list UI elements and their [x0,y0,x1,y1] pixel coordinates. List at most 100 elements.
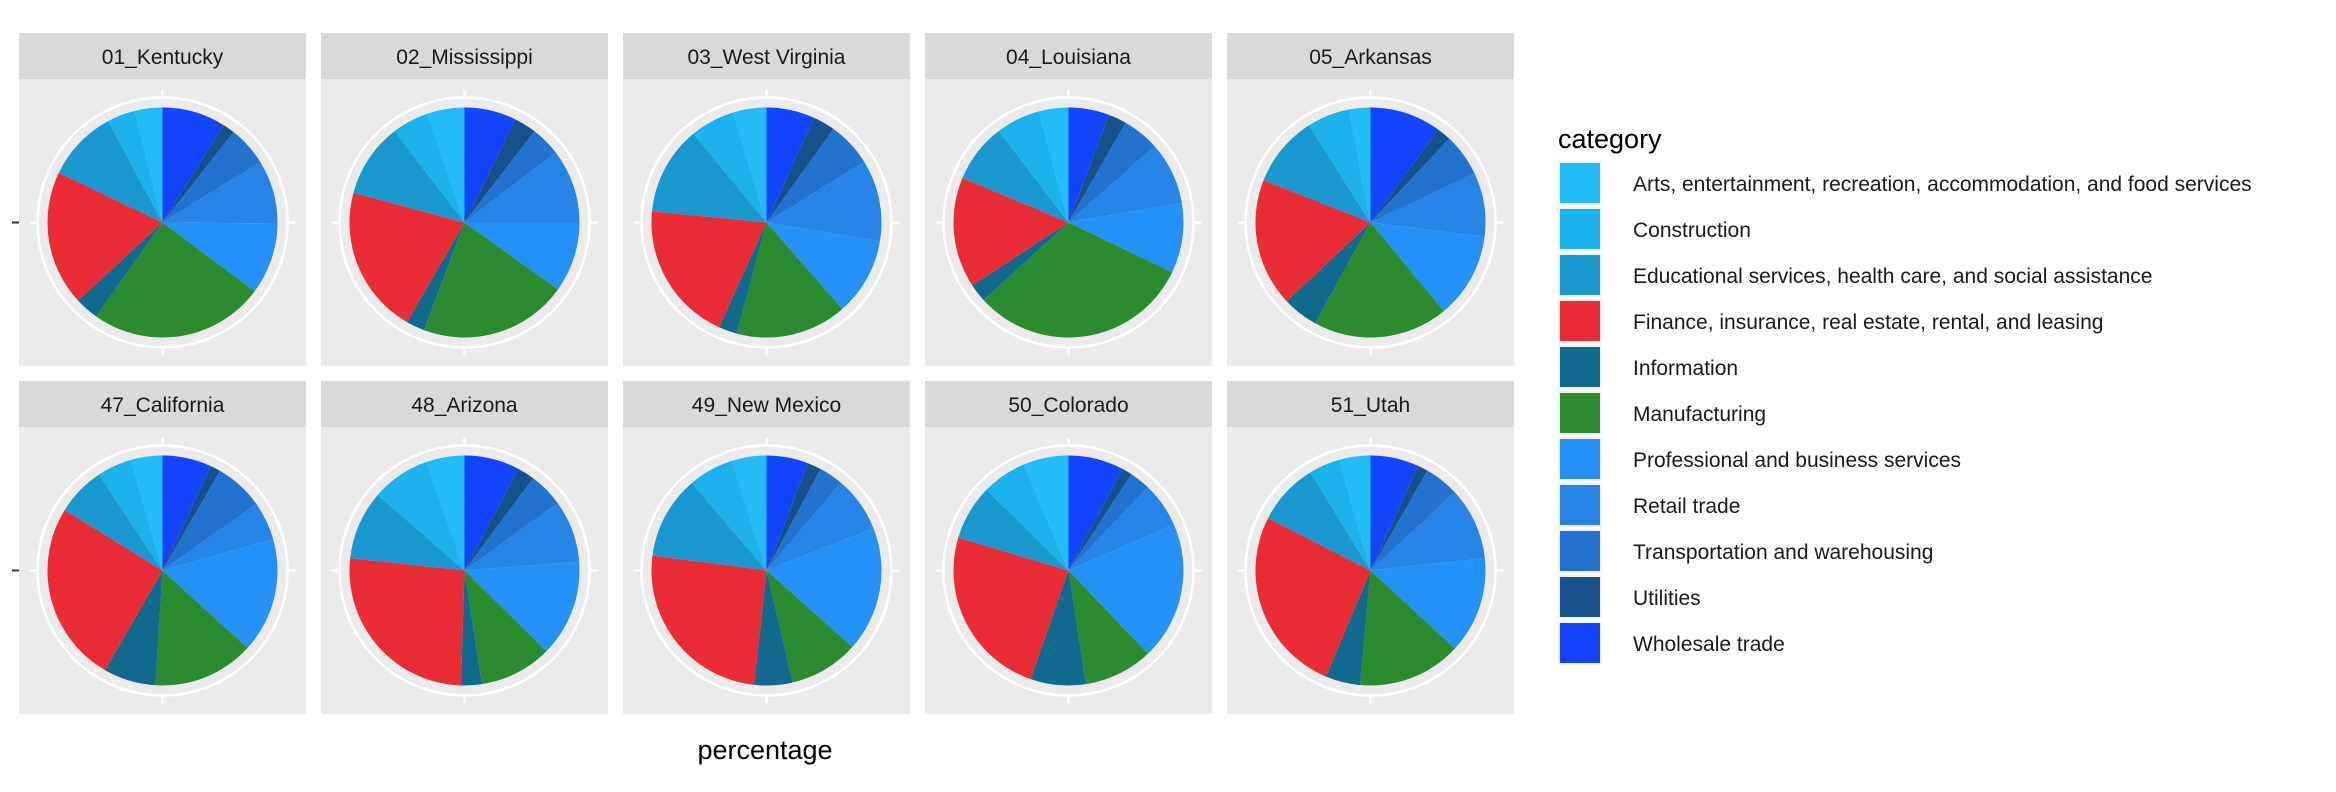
pie-slice-utilities [464,468,534,571]
pie-slice-wholesale-trade [464,455,519,571]
facet-strip-label: 48_Arizona [411,394,518,417]
pie-slice-professional-and-business-services [1068,524,1184,654]
pie-slice-retail-trade [1370,492,1485,571]
pie-slice-educational-services-health-care-and-social-assistance [350,494,465,571]
pie-slice-information [1326,570,1371,686]
facet-panel-01-kentucky: 01_Kentucky [19,33,306,366]
pie-slice-construction [986,464,1069,571]
pie-slice-retail-trade [1068,487,1174,571]
pie-slice-professional-and-business-services [464,561,580,652]
legend-label: Retail trade [1633,495,1740,518]
pie-slice-construction [691,460,767,571]
legend-key-swatch [1560,393,1600,433]
pie-slice-finance-insurance-real-estate-rental-and-leasing [1255,518,1371,677]
pie-slice-professional-and-business-services [464,222,580,290]
pie-slice-information [78,222,163,317]
pie-slice-wholesale-trade [162,455,211,571]
facet-panel-49-new-mexico: 49_New Mexico [623,381,910,714]
pie-slice-finance-insurance-real-estate-rental-and-leasing [953,537,1069,680]
facet-strip [623,381,910,427]
facet-panel-02-mississippi: 02_Mississippi [321,33,608,366]
pie-slice-retail-trade [766,482,874,571]
pie-slice-arts-entertainment-recreation-accommodation-and-food-services [731,455,767,571]
legend-item-wholesale-trade: Wholesale trade [1558,621,1785,665]
legend-key-swatch [1560,255,1600,295]
pie-slice-information [460,570,482,686]
pie-slice-utilities [1370,465,1428,571]
facet-panel-48-arizona: 48_Arizona [321,381,608,714]
pie-slice-transportation-and-warehousing [1068,474,1148,571]
legend-key-swatch [1560,347,1600,387]
legend-label: Utilities [1633,587,1701,610]
facet-strip [925,33,1212,79]
pie-slice-manufacturing [423,222,558,338]
pie-slice-wholesale-trade [1370,455,1419,571]
pie-slice-arts-entertainment-recreation-accommodation-and-food-services [1348,107,1371,223]
legend-key-swatch [1560,531,1600,571]
legend-label: Professional and business services [1633,449,1961,472]
pie-slice-educational-services-health-care-and-social-assistance [1268,472,1371,571]
pie-slice-manufacturing [464,570,547,685]
facet-panel-03-west-virginia: 03_West Virginia [623,33,910,366]
pie-slice-utilities [1068,114,1126,223]
legend-label: Information [1633,357,1738,380]
pie-slice-utilities [1370,129,1450,223]
pie-slice-retail-trade [162,504,274,571]
pie-slice-wholesale-trade [766,107,814,223]
facet-panel-05-arkansas: 05_Arkansas [1227,33,1514,366]
pie-slice-utilities [766,117,834,223]
pie-slice-finance-insurance-real-estate-rental-and-leasing [1255,180,1371,302]
legend-item-professional-and-business-services: Professional and business services [1558,437,1961,481]
legend-label: Manufacturing [1633,403,1766,426]
legend: category Arts, entertainment, recreation… [1558,124,2252,665]
legend-item-finance-insurance-real-estate-rental-and-leasing: Finance, insurance, real estate, rental,… [1558,299,2103,343]
legend-key-swatch [1560,439,1600,479]
legend-item-retail-trade: Retail trade [1558,483,1740,527]
facet-strip [1227,381,1514,427]
legend-item-educational-services-health-care-and-social-assistance: Educational services, health care, and s… [1558,253,2152,297]
pie-slice-retail-trade [464,152,580,223]
legend-item-arts-entertainment-recreation-accommodation-and-food-services: Arts, entertainment, recreation, accommo… [1558,161,2252,205]
pie-slice-arts-entertainment-recreation-accommodation-and-food-services [134,107,163,223]
pie-slice-educational-services-health-care-and-social-assistance [64,474,163,571]
legend-item-manufacturing: Manufacturing [1558,391,1766,435]
facet-strip [623,33,910,79]
pie-slice-information [1286,222,1371,324]
legend-title: category [1558,124,1662,154]
pie-slice-professional-and-business-services [1370,222,1485,312]
pie-slice-transportation-and-warehousing [1068,122,1155,223]
legend-key-swatch [1560,301,1600,341]
pie-slice-finance-insurance-real-estate-rental-and-leasing [651,555,767,685]
x-axis-title: percentage [697,735,832,765]
pie-slice-wholesale-trade [162,107,224,223]
pie-slice-manufacturing [1068,570,1148,685]
pie-slice-manufacturing [766,570,853,683]
facet-strip-label: 51_Utah [1331,394,1410,417]
facet-strip [19,33,306,79]
pie-slice-professional-and-business-services [162,539,278,648]
pie-slice-professional-and-business-services [1370,558,1486,649]
pie-slice-manufacturing [1359,570,1455,686]
pie-slice-wholesale-trade [1068,107,1109,223]
facet-panel-04-louisiana: 04_Louisiana [925,33,1212,366]
pie-slice-arts-entertainment-recreation-accommodation-and-food-services [733,107,767,223]
pie-slice-educational-services-health-care-and-social-assistance [652,133,767,223]
pie-slice-information [719,222,767,334]
pie-slice-educational-services-health-care-and-social-assistance [652,482,767,571]
legend-item-utilities: Utilities [1558,575,1701,619]
pie-slice-finance-insurance-real-estate-rental-and-leasing [651,211,767,328]
legend-label: Wholesale trade [1633,633,1785,656]
facet-strip [1227,33,1514,79]
pie-slice-arts-entertainment-recreation-accommodation-and-food-services [427,107,465,223]
pie-slice-professional-and-business-services [766,222,880,309]
pie-slice-retail-trade [1370,173,1486,237]
pie-slice-professional-and-business-services [1068,202,1184,273]
pie-slice-transportation-and-warehousing [464,478,558,571]
facet-panel-50-colorado: 50_Colorado [925,381,1212,714]
pie-slice-information [407,222,465,331]
pie-slice-finance-insurance-real-estate-rental-and-leasing [47,509,163,671]
legend-label: Arts, entertainment, recreation, accommo… [1633,173,2252,196]
facet-panel-47-california: 47_California [19,381,306,714]
pie-slice-construction [1310,459,1371,571]
facet-strip [19,381,306,427]
